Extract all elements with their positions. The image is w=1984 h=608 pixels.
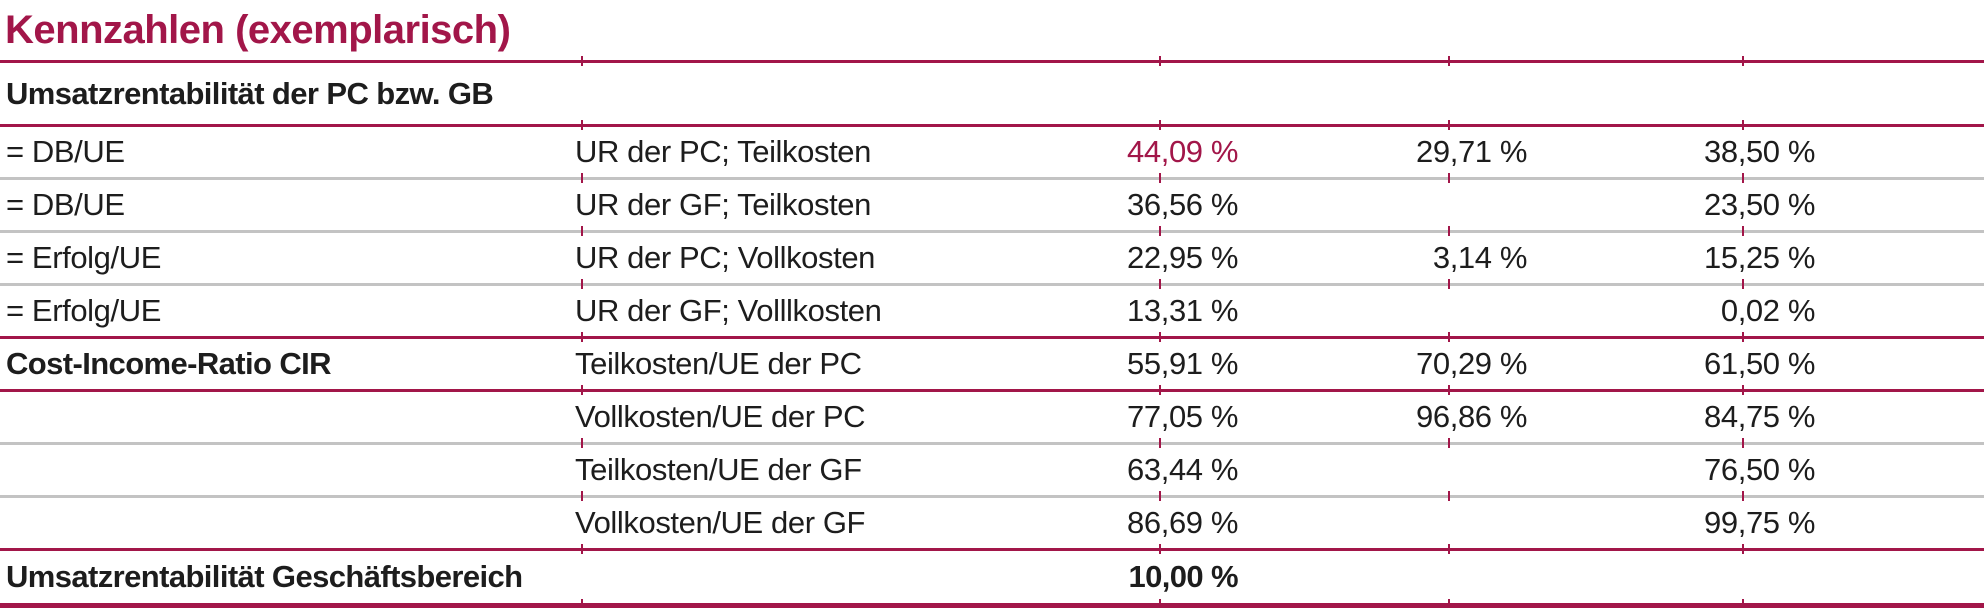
row-value-3: 76,50 % [1704, 452, 1815, 487]
column-tick [1741, 226, 1744, 236]
column-tick [1448, 173, 1451, 183]
column-tick [1158, 279, 1161, 289]
table-row: = DB/UE UR der PC; Teilkosten 44,09 % 29… [0, 127, 1984, 183]
table-row: Vollkosten/UE der PC 77,05 % 96,86 % 84,… [0, 392, 1984, 448]
row-desc: UR der PC; Vollkosten [575, 240, 876, 275]
row-desc: Vollkosten/UE der GF [575, 505, 866, 540]
row-value-2: 3,14 % [1432, 240, 1528, 275]
row-label: Cost-Income-Ratio CIR [6, 346, 332, 381]
column-tick [1741, 385, 1744, 395]
column-tick [1448, 120, 1451, 130]
column-tick [1158, 599, 1161, 608]
column-tick [1158, 56, 1161, 66]
column-tick [1448, 438, 1451, 448]
row-value-1: 44,09 % [1127, 134, 1238, 169]
column-tick [1741, 332, 1744, 342]
row-value-3: 99,75 % [1704, 505, 1815, 540]
row-value-1: 55,91 % [1127, 346, 1238, 381]
row-desc: Teilkosten/UE der GF [575, 452, 862, 487]
row-value-3: 84,75 % [1704, 399, 1815, 434]
row-value-1: 36,56 % [1127, 187, 1238, 222]
column-tick [1448, 56, 1451, 66]
row-label: = DB/UE [6, 187, 125, 222]
row-label: Umsatzrentabilität Geschäftsbereich [6, 559, 523, 594]
column-tick [581, 438, 584, 448]
page-title: Kennzahlen (exemplarisch) [5, 7, 511, 52]
column-tick [581, 120, 584, 130]
table-row: Cost-Income-Ratio CIR Teilkosten/UE der … [0, 339, 1984, 395]
row-label: = Erfolg/UE [6, 240, 161, 275]
column-tick [581, 385, 584, 395]
column-tick [1741, 279, 1744, 289]
row-value-3: 15,25 % [1704, 240, 1815, 275]
column-tick [1448, 491, 1451, 501]
row-value-1: 63,44 % [1127, 452, 1238, 487]
column-tick [1741, 599, 1744, 608]
column-tick [1158, 544, 1161, 554]
column-tick [1158, 226, 1161, 236]
column-tick [1448, 226, 1451, 236]
column-tick [581, 279, 584, 289]
table-row: = DB/UE UR der GF; Teilkosten 36,56 % 23… [0, 180, 1984, 236]
row-desc: UR der GF; Teilkosten [575, 187, 871, 222]
section-header-row: Umsatzrentabilität der PC bzw. GB [0, 63, 1984, 130]
table-row: Teilkosten/UE der GF 63,44 % 76,50 % [0, 445, 1984, 501]
table-row: = Erfolg/UE UR der PC; Vollkosten 22,95 … [0, 233, 1984, 289]
column-tick [581, 173, 584, 183]
column-tick [1158, 385, 1161, 395]
column-tick [1448, 332, 1451, 342]
column-tick [1158, 332, 1161, 342]
column-tick [1158, 173, 1161, 183]
row-desc: UR der GF; Volllkosten [575, 293, 882, 328]
section-header-label: Umsatzrentabilität der PC bzw. GB [6, 75, 494, 111]
column-tick [1741, 56, 1744, 66]
title-bar: Kennzahlen (exemplarisch) [0, 0, 1984, 66]
row-value-1: 86,69 % [1127, 505, 1238, 540]
row-value-2: 29,71 % [1416, 134, 1527, 169]
row-value-3: 23,50 % [1704, 187, 1815, 222]
column-tick [1448, 279, 1451, 289]
row-value-2: 70,29 % [1416, 346, 1527, 381]
column-tick [1448, 599, 1451, 608]
column-tick [1741, 491, 1744, 501]
row-desc: Teilkosten/UE der PC [575, 346, 862, 381]
row-value-3: 38,50 % [1704, 134, 1815, 169]
column-tick [1741, 173, 1744, 183]
row-value-1: 77,05 % [1127, 399, 1238, 434]
column-tick [1741, 438, 1744, 448]
row-value-1: 13,31 % [1127, 293, 1238, 328]
row-value-1: 10,00 % [1128, 559, 1238, 594]
column-tick [1448, 385, 1451, 395]
column-tick [1741, 120, 1744, 130]
column-tick [581, 332, 584, 342]
column-tick [1158, 120, 1161, 130]
column-tick [1158, 438, 1161, 448]
table-row: = Erfolg/UE UR der GF; Volllkosten 13,31… [0, 286, 1984, 342]
column-tick [581, 491, 584, 501]
row-value-1: 22,95 % [1127, 240, 1238, 275]
column-tick [581, 599, 584, 608]
row-desc: Vollkosten/UE der PC [575, 399, 866, 434]
row-label: = Erfolg/UE [6, 293, 161, 328]
row-value-3: 61,50 % [1704, 346, 1815, 381]
row-value-3: 0,02 % [1720, 293, 1816, 328]
row-label: = DB/UE [6, 134, 125, 169]
column-tick [581, 56, 584, 66]
column-tick [1158, 491, 1161, 501]
column-tick [581, 544, 584, 554]
row-value-2: 96,86 % [1416, 399, 1527, 434]
table-row: Vollkosten/UE der GF 86,69 % 99,75 % [0, 498, 1984, 554]
column-tick [1741, 544, 1744, 554]
row-desc: UR der PC; Teilkosten [575, 134, 871, 169]
column-tick [1448, 544, 1451, 554]
column-tick [581, 226, 584, 236]
table-row: Umsatzrentabilität Geschäftsbereich 10,0… [0, 551, 1984, 608]
